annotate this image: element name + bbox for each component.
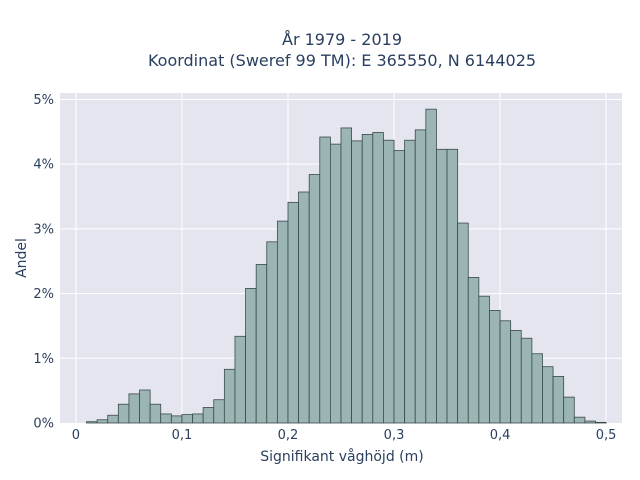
histogram-bar <box>266 241 278 424</box>
histogram-bar <box>510 330 522 424</box>
y-axis-title: Andel <box>14 238 30 278</box>
x-tick-label: 0,2 <box>278 428 299 443</box>
histogram-bar <box>478 295 490 424</box>
histogram-bar <box>117 403 130 424</box>
histogram-bar <box>298 191 310 424</box>
x-axis-ticks: 0 0,1 0,2 0,3 0,4 0,5 <box>72 428 617 443</box>
histogram-bar <box>414 129 427 424</box>
y-tick-label: 3% <box>33 222 54 237</box>
x-tick-label: 0,3 <box>384 428 405 443</box>
x-tick-label: 0,5 <box>596 428 617 443</box>
histogram-bar <box>425 108 437 424</box>
histogram-bar <box>308 174 321 424</box>
histogram-bar <box>499 320 512 424</box>
histogram-bar <box>531 353 543 424</box>
histogram-bar <box>223 368 236 424</box>
histogram-bar <box>213 399 225 424</box>
histogram-bar <box>489 310 501 424</box>
histogram-bar <box>234 335 246 424</box>
histogram-bar <box>436 148 448 424</box>
y-tick-label: 2% <box>33 287 54 302</box>
histogram-bar <box>181 414 193 424</box>
chart-title-line1: År 1979 - 2019 <box>282 30 402 49</box>
y-tick-label: 5% <box>33 93 54 108</box>
histogram-bar <box>170 415 183 424</box>
histogram-bars <box>86 108 607 424</box>
x-axis-title: Signifikant våghöjd (m) <box>260 448 423 465</box>
histogram-bar <box>255 264 268 424</box>
histogram-bar <box>192 413 204 424</box>
histogram-bar <box>542 366 554 424</box>
histogram-bar <box>149 403 162 424</box>
histogram-bar <box>245 288 257 424</box>
histogram-bar <box>287 201 299 424</box>
y-axis-ticks: 0% 1% 2% 3% 4% 5% <box>33 93 54 432</box>
histogram-bar <box>319 136 331 424</box>
histogram-bar <box>96 419 109 424</box>
histogram-bar <box>276 220 289 424</box>
histogram-bar <box>467 277 480 424</box>
histogram-bar <box>128 393 140 424</box>
y-tick-label: 4% <box>33 158 54 173</box>
histogram-bar <box>393 150 406 424</box>
histogram-bar <box>160 413 172 424</box>
histogram-bar <box>563 396 575 424</box>
histogram-bar <box>139 389 151 424</box>
histogram-bar <box>107 414 119 424</box>
histogram-bar <box>404 139 416 424</box>
histogram-bar <box>202 407 215 424</box>
histogram-bar <box>457 222 469 424</box>
x-tick-label: 0,4 <box>490 428 511 443</box>
histogram-bar <box>86 421 98 424</box>
histogram-bar <box>595 421 607 424</box>
histogram-bar <box>446 148 459 424</box>
histogram-bar <box>329 143 342 424</box>
chart-title-line2: Koordinat (Sweref 99 TM): E 365550, N 61… <box>148 51 536 70</box>
histogram-bar <box>372 132 384 424</box>
histogram-bar <box>584 420 596 424</box>
histogram-bar <box>351 140 363 424</box>
histogram-bar <box>383 139 395 424</box>
histogram-bar <box>361 134 374 424</box>
y-tick-label: 0% <box>33 417 54 432</box>
x-tick-label: 0 <box>72 428 80 443</box>
histogram-bar <box>552 376 565 424</box>
y-tick-label: 1% <box>33 352 54 367</box>
histogram-bar <box>520 337 533 424</box>
histogram-bar <box>340 127 353 424</box>
histogram-bar <box>573 416 586 424</box>
x-tick-label: 0,1 <box>172 428 193 443</box>
